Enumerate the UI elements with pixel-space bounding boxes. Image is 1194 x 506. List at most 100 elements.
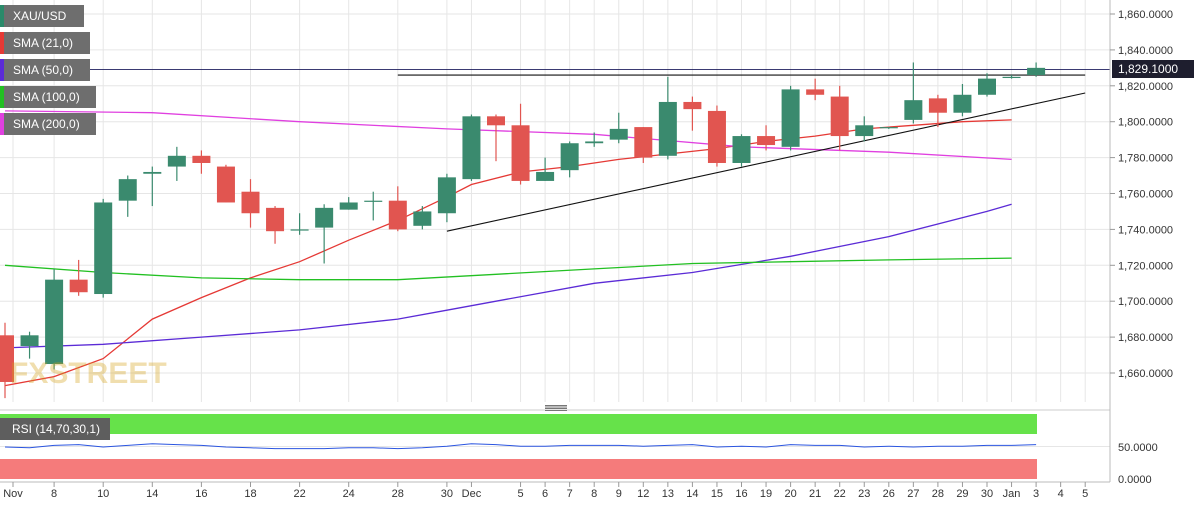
candle-body bbox=[167, 155, 186, 167]
price-tick-label: 1,660.0000 bbox=[1118, 368, 1173, 380]
legend-label: XAU/USD bbox=[13, 9, 67, 23]
trendlines bbox=[0, 69, 1110, 232]
candle-body bbox=[315, 207, 334, 228]
time-tick-label: 26 bbox=[883, 488, 895, 500]
chart-grid bbox=[0, 0, 1110, 479]
plot-area bbox=[0, 0, 1110, 402]
time-tick-label: 7 bbox=[567, 488, 573, 500]
rsi-legend[interactable]: RSI (14,70,30,1) bbox=[0, 418, 111, 440]
candle-body bbox=[266, 207, 285, 232]
candle-body bbox=[241, 191, 260, 214]
panel-resize-handle[interactable] bbox=[545, 405, 567, 411]
candle-body bbox=[928, 98, 947, 113]
legend-label: SMA (200,0) bbox=[13, 117, 80, 131]
time-tick-label: 6 bbox=[542, 488, 548, 500]
rsi-tick-label: 0.0000 bbox=[1118, 474, 1152, 486]
rsi-tick-label: 50.0000 bbox=[1118, 442, 1158, 454]
candle-body bbox=[855, 125, 874, 137]
candle-body bbox=[192, 155, 211, 163]
time-tick-label: 30 bbox=[981, 488, 993, 500]
time-tick-label: 27 bbox=[907, 488, 919, 500]
candlesticks bbox=[0, 62, 1046, 399]
price-tick-label: 1,720.0000 bbox=[1118, 260, 1173, 272]
axes: 1,860.0000 1,840.0000 1,820.0000 1,800.0000… bbox=[0, 0, 1173, 500]
legend-sma-50[interactable]: SMA (50,0) bbox=[0, 59, 90, 81]
time-tick-label: 19 bbox=[760, 488, 772, 500]
time-tick-label: 14 bbox=[686, 488, 698, 500]
candle-body bbox=[487, 116, 505, 126]
legend-sma-21[interactable]: SMA (21,0) bbox=[0, 32, 90, 54]
legend-label: SMA (100,0) bbox=[13, 90, 80, 104]
sma-line-1 bbox=[4, 203, 1012, 349]
rsi-oversold-zone bbox=[0, 459, 1037, 479]
candle-body bbox=[118, 179, 137, 201]
candle-body bbox=[781, 89, 800, 147]
rsi-panel bbox=[4, 443, 1037, 450]
time-tick-label: Dec bbox=[462, 488, 482, 500]
time-tick-label: 5 bbox=[1082, 488, 1088, 500]
time-tick-label: 8 bbox=[591, 488, 597, 500]
candle-body bbox=[1027, 67, 1046, 76]
time-tick-label: Nov bbox=[3, 488, 23, 500]
trendline-support bbox=[446, 92, 1086, 232]
legend-sma-100[interactable]: SMA (100,0) bbox=[0, 86, 96, 108]
candle-body bbox=[978, 78, 996, 95]
time-tick-label: 18 bbox=[244, 488, 256, 500]
time-tick-label: 9 bbox=[616, 488, 622, 500]
candle-body bbox=[707, 110, 726, 163]
price-tick-label: 1,860.0000 bbox=[1118, 9, 1173, 21]
legend-label: SMA (50,0) bbox=[13, 63, 74, 77]
candle-body bbox=[953, 94, 972, 113]
candle-body bbox=[437, 177, 456, 214]
price-tick-label: 1,820.0000 bbox=[1118, 81, 1173, 93]
candle-body bbox=[388, 200, 407, 230]
price-tick-label: 1,700.0000 bbox=[1118, 296, 1173, 308]
candle-body bbox=[511, 125, 530, 181]
legend-label: SMA (21,0) bbox=[13, 36, 74, 50]
legend-sma-200[interactable]: SMA (200,0) bbox=[0, 113, 96, 135]
price-tick-label: 1,800.0000 bbox=[1118, 117, 1173, 129]
candle-body bbox=[462, 116, 481, 180]
price-tick-label: 1,840.0000 bbox=[1118, 45, 1173, 57]
candle-body bbox=[806, 89, 825, 95]
watermark: FXSTREET bbox=[10, 357, 167, 390]
time-tick-label: 23 bbox=[858, 488, 870, 500]
time-tick-label: 5 bbox=[517, 488, 523, 500]
time-tick-label: 15 bbox=[711, 488, 723, 500]
candle-body bbox=[364, 200, 383, 202]
time-tick-label: 13 bbox=[662, 488, 674, 500]
candle-body bbox=[69, 279, 88, 293]
candle-body bbox=[45, 279, 64, 365]
time-tick-label: 12 bbox=[637, 488, 649, 500]
candle-body bbox=[904, 100, 923, 120]
legend-xauusd[interactable]: XAU/USD bbox=[0, 5, 84, 27]
time-tick-label: 22 bbox=[834, 488, 846, 500]
candle-body bbox=[879, 127, 898, 129]
time-tick-label: 3 bbox=[1033, 488, 1039, 500]
price-tick-label: 1,760.0000 bbox=[1118, 189, 1173, 201]
candle-body bbox=[143, 171, 162, 174]
candle-body bbox=[634, 127, 653, 158]
price-tick-label: 1,780.0000 bbox=[1118, 153, 1173, 165]
candle-body bbox=[290, 229, 309, 231]
time-tick-label: 20 bbox=[784, 488, 796, 500]
candle-body bbox=[732, 136, 751, 163]
time-tick-label: 14 bbox=[146, 488, 158, 500]
time-tick-label: 8 bbox=[51, 488, 57, 500]
candle-body bbox=[560, 143, 579, 171]
candle-body bbox=[830, 96, 849, 137]
time-tick-label: 28 bbox=[392, 488, 404, 500]
time-tick-label: 29 bbox=[956, 488, 968, 500]
candle-body bbox=[20, 335, 39, 347]
candle-body bbox=[757, 136, 776, 146]
candle-body bbox=[216, 166, 235, 203]
time-tick-label: 22 bbox=[293, 488, 305, 500]
sma-lines bbox=[4, 110, 1012, 387]
time-tick-label: 4 bbox=[1058, 488, 1064, 500]
sma-line-2 bbox=[4, 257, 1012, 281]
candle-body bbox=[94, 202, 113, 295]
price-tick-label: 1,680.0000 bbox=[1118, 332, 1173, 344]
time-tick-label: 24 bbox=[343, 488, 355, 500]
current-price-tag: 1,829.1000 bbox=[1112, 60, 1194, 78]
